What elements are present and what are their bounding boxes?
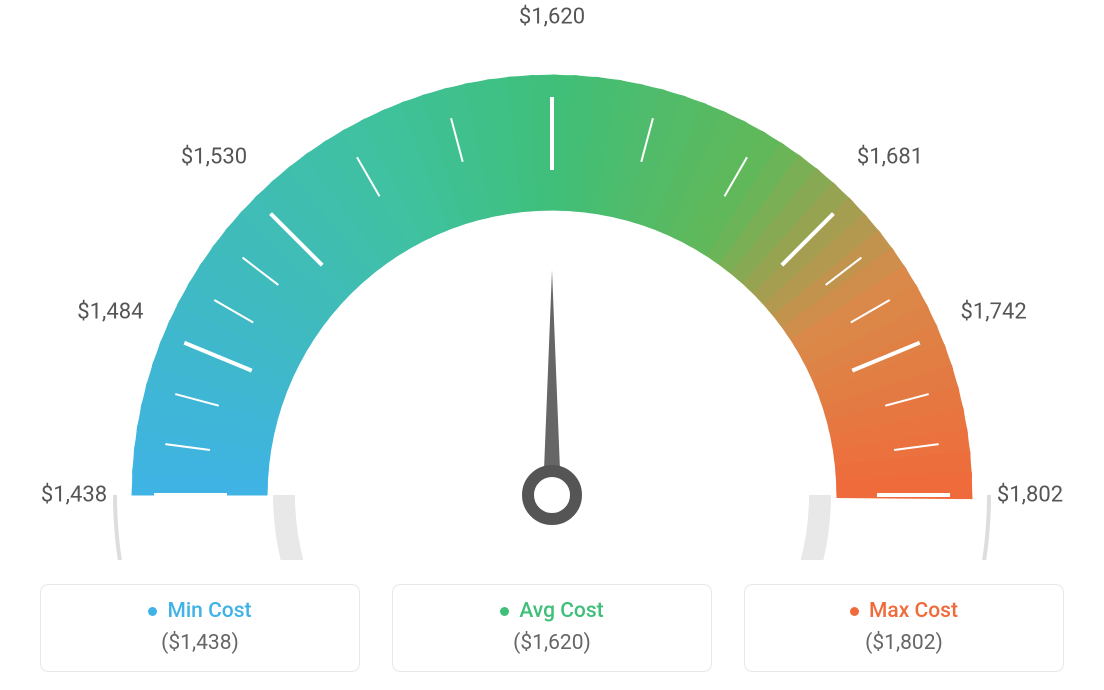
gauge-tick-label: $1,484 [77,300,143,325]
cost-gauge-chart: $1,438 $1,484 $1,530 $1,620 $1,681 $1,742 $1,8… [0,0,1104,560]
legend-label: Avg Cost [519,599,603,623]
gauge-tick-label: $1,681 [857,145,923,170]
legend-title: Avg Cost [500,599,603,623]
legend-title: Max Cost [850,599,958,623]
legend-title: Min Cost [148,599,251,623]
gauge-tick-label: $1,742 [961,300,1027,325]
gauge-tick-label: $1,438 [41,483,107,508]
legend-dot-icon [850,607,859,616]
legend-dot-icon [148,607,157,616]
legend-row: Min Cost ($1,438) Avg Cost ($1,620) Max Cost… [0,584,1104,672]
legend-value: ($1,438) [59,631,341,655]
legend-card: Min Cost ($1,438) [40,584,360,672]
legend-card: Max Cost ($1,802) [744,584,1064,672]
gauge-needle [543,270,561,495]
gauge-tick-label: $1,530 [181,145,247,170]
legend-value: ($1,802) [763,631,1045,655]
legend-value: ($1,620) [411,631,693,655]
gauge-tick-label: $1,620 [519,5,585,30]
legend-label: Max Cost [869,599,958,623]
gauge-needle-hub [528,471,576,519]
gauge-tick-label: $1,802 [997,483,1063,508]
legend-card: Avg Cost ($1,620) [392,584,712,672]
legend-dot-icon [500,607,509,616]
legend-label: Min Cost [167,599,251,623]
gauge-svg [0,0,1104,560]
